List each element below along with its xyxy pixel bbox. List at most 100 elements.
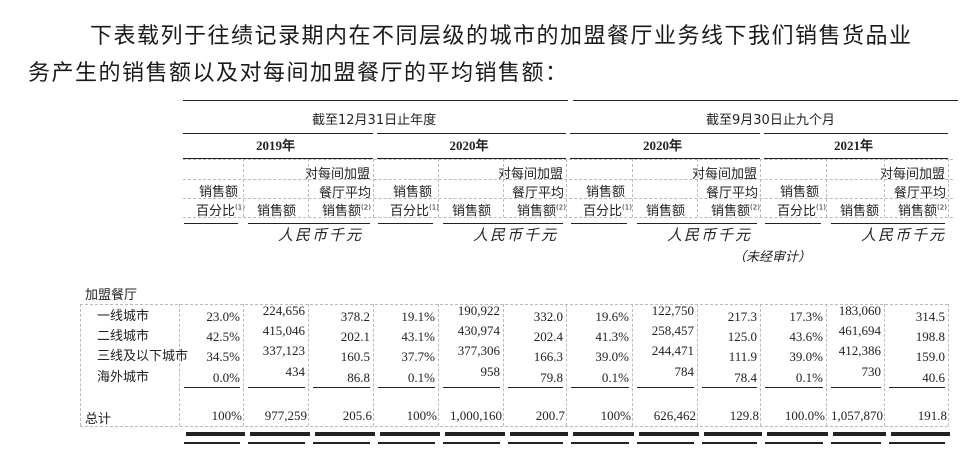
total-cell: 100%	[211, 408, 242, 423]
year-heading: 2020年	[449, 138, 489, 153]
table-cell: 23.0%	[206, 309, 240, 324]
subtotal-rule	[508, 387, 563, 388]
table-cell: 40.6	[922, 370, 945, 385]
total-double-rule	[891, 432, 950, 436]
col-pct-header: 百分比(1)	[583, 203, 632, 219]
grid-line	[503, 159, 504, 217]
col-pct-header: 销售额	[586, 185, 626, 200]
grid-line	[697, 304, 698, 426]
table-cell: 166.3	[533, 349, 563, 364]
total-double-rule	[831, 442, 881, 444]
total-double-rule	[573, 432, 634, 436]
rule	[573, 100, 958, 101]
rule	[443, 223, 563, 224]
row-label: 一线城市	[97, 309, 150, 324]
year-heading: 2019年	[256, 138, 296, 153]
col-avg-header: 销售额(2)	[898, 203, 947, 219]
row-label: 海外城市	[97, 370, 150, 385]
grid-line	[566, 159, 567, 217]
grid-line	[760, 304, 761, 426]
table-cell: 190,922	[457, 303, 500, 318]
total-cell: 1,000,160	[450, 408, 502, 423]
table-cell: 434	[285, 364, 306, 379]
grid-line	[826, 159, 827, 217]
total-double-rule	[889, 442, 945, 444]
table-cell: 125.0	[727, 329, 757, 344]
subtotal-rule	[313, 387, 370, 388]
col-pct-header: 销售额	[780, 185, 820, 200]
col-sales-header: 销售额	[452, 204, 492, 219]
col-sales-header: 销售额	[840, 204, 880, 219]
grid-line	[697, 159, 698, 217]
total-cell: 100%	[406, 408, 437, 423]
table-cell: 202.1	[340, 329, 370, 344]
grid-line	[243, 304, 244, 426]
col-pct-header: 百分比(1)	[196, 203, 245, 219]
rule	[831, 223, 945, 224]
subtotal-rule	[248, 387, 305, 388]
rule	[184, 223, 238, 224]
table-cell: 34.5%	[206, 349, 240, 364]
total-double-rule	[378, 442, 435, 444]
grid-line	[438, 304, 439, 426]
col-sales-header: 销售额	[646, 204, 686, 219]
rule	[248, 223, 370, 224]
row-label: 三线及以下城市	[97, 349, 189, 364]
rule	[764, 133, 948, 134]
rule	[378, 223, 433, 224]
table-cell: 430,974	[457, 323, 500, 338]
table-cell: 198.8	[915, 329, 945, 344]
total-double-rule	[315, 432, 375, 436]
grid-line	[948, 304, 949, 426]
currency-label: 人民币千元	[473, 226, 559, 244]
table-cell: 0.1%	[601, 370, 629, 385]
rule	[183, 158, 373, 159]
total-double-rule	[313, 442, 370, 444]
unaudited-label: （未经审计）	[733, 250, 812, 265]
col-avg-header: 对每间加盟	[305, 167, 371, 182]
col-avg-header: 餐厅平均	[894, 186, 947, 201]
col-pct-header: 销售额	[393, 185, 433, 200]
table-cell: 784	[674, 364, 695, 379]
table-cell: 244,471	[651, 343, 694, 358]
table-cell: 378.2	[340, 309, 370, 324]
col-avg-header: 对每间加盟	[692, 167, 758, 182]
rule	[765, 223, 821, 224]
table-cell: 0.0%	[212, 370, 240, 385]
table-cell: 958	[480, 364, 501, 379]
intro-line-1: 下表载列于往绩记录期内在不同层级的城市的加盟餐厅业务线下我们销售货品业	[90, 24, 913, 49]
period-nine-months-heading: 截至9月30日止九个月	[706, 113, 835, 128]
rule	[764, 158, 948, 159]
col-pct-header: 百分比(1)	[777, 203, 826, 219]
grid-line	[760, 159, 761, 217]
subtotal-rule	[637, 387, 694, 388]
total-cell: 191.8	[917, 408, 947, 423]
rule	[570, 133, 760, 134]
table-cell: 159.0	[915, 349, 945, 364]
total-double-rule	[248, 442, 305, 444]
total-double-rule	[250, 432, 310, 436]
table-cell: 43.1%	[401, 329, 435, 344]
total-cell: 626,462	[653, 408, 696, 423]
grid-line	[826, 304, 827, 426]
grid-line	[884, 159, 885, 217]
subtotal-rule	[889, 387, 945, 388]
subtotal-rule	[443, 387, 500, 388]
table-cell: 461,694	[838, 323, 881, 338]
grid-line	[308, 304, 309, 426]
table-cell: 78.4	[734, 370, 757, 385]
currency-label: 人民币千元	[667, 226, 753, 244]
grid-line	[948, 159, 949, 217]
grid-line	[632, 304, 633, 426]
col-avg-header: 对每间加盟	[498, 167, 564, 182]
table-cell: 217.3	[727, 309, 757, 324]
table-cell: 314.5	[915, 309, 945, 324]
table-cell: 183,060	[838, 303, 881, 318]
grid-line	[183, 179, 953, 180]
rule	[571, 223, 627, 224]
grid-line	[80, 304, 81, 426]
total-double-rule	[571, 442, 629, 444]
table-cell: 79.8	[540, 370, 563, 385]
table-cell: 111.9	[728, 349, 757, 364]
grid-line	[308, 159, 309, 217]
